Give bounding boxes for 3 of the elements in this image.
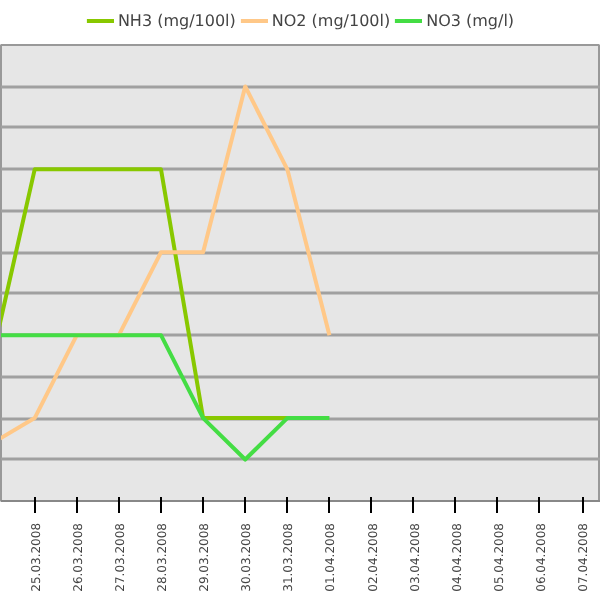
legend-label: NO3 (mg/l) <box>426 11 515 29</box>
legend-label: NO2 (mg/100l) <box>271 11 391 29</box>
legend-label: NH3 (mg/100l) <box>117 11 236 29</box>
